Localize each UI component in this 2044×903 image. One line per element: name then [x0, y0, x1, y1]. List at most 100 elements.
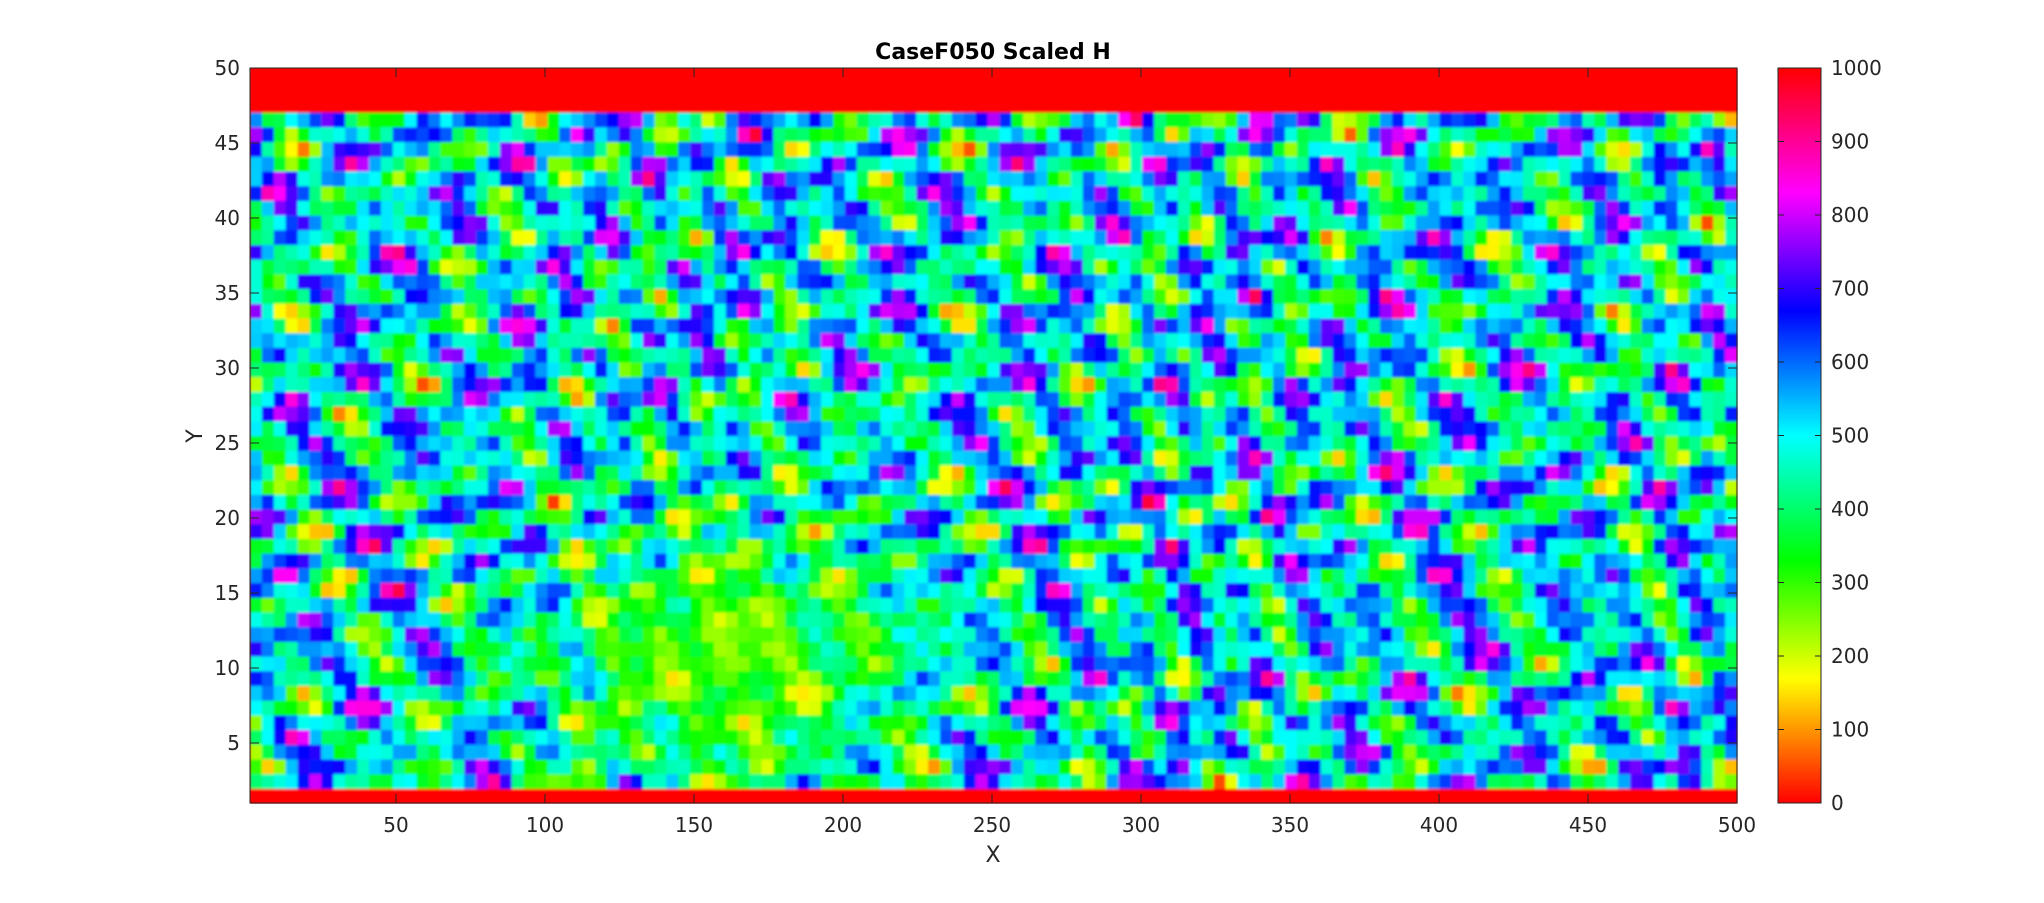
heatmap-cell	[606, 288, 620, 304]
heatmap-cell	[487, 700, 501, 716]
heatmap-cell	[1475, 464, 1488, 481]
heatmap-cell	[1534, 597, 1548, 613]
heatmap-cell	[963, 303, 977, 319]
heatmap-cell	[1713, 714, 1726, 731]
heatmap-cell	[666, 259, 679, 275]
heatmap-cell	[880, 288, 893, 304]
heatmap-cell	[404, 273, 418, 290]
heatmap-cell	[1629, 464, 1643, 481]
heatmap-cell	[380, 303, 394, 319]
heatmap-cell	[928, 744, 941, 760]
heatmap-cell	[1130, 406, 1143, 422]
heatmap-cell	[1606, 273, 1619, 290]
heatmap-cell	[309, 773, 322, 789]
heatmap-cell	[1439, 288, 1453, 304]
heatmap-cell	[1487, 700, 1500, 716]
heatmap-cell	[856, 347, 870, 363]
heatmap-cell	[1510, 641, 1524, 657]
heatmap-cell	[1570, 538, 1583, 554]
heatmap-cell	[666, 288, 679, 304]
heatmap-cell	[535, 538, 548, 554]
heatmap-cell	[1273, 611, 1286, 628]
heatmap-cell	[1070, 509, 1084, 525]
heatmap-cell	[1415, 685, 1429, 701]
heatmap-cell	[1332, 523, 1346, 539]
heatmap-cell	[1522, 773, 1536, 789]
heatmap-cell	[1618, 347, 1631, 363]
heatmap-cell	[737, 611, 751, 628]
heatmap-cell	[1689, 714, 1702, 731]
heatmap-cell	[785, 685, 798, 701]
heatmap-cell	[1082, 744, 1096, 760]
heatmap-cell	[832, 582, 846, 598]
heatmap-cell	[357, 494, 370, 510]
heatmap-cell	[1546, 700, 1560, 716]
heatmap-cell	[1380, 685, 1393, 701]
heatmap-cell	[1332, 435, 1346, 451]
heatmap-cell	[1463, 317, 1476, 334]
heatmap-cell	[535, 391, 548, 407]
heatmap-cell	[832, 494, 846, 510]
heatmap-cell	[821, 714, 834, 731]
heatmap-cell	[1451, 626, 1464, 642]
heatmap-cell	[416, 626, 430, 642]
heatmap-cell	[261, 435, 275, 451]
heatmap-cell	[1296, 641, 1310, 657]
heatmap-cell	[904, 288, 917, 304]
heatmap-cell	[1368, 509, 1381, 525]
heatmap-cell	[392, 215, 406, 231]
heatmap-cell	[487, 729, 501, 745]
heatmap-cell	[690, 494, 703, 510]
heatmap-cell	[1356, 538, 1369, 554]
heatmap-cell	[1142, 303, 1155, 319]
heatmap-cell	[1534, 685, 1548, 701]
heatmap-cell	[1356, 611, 1369, 628]
heatmap-cell	[345, 259, 358, 275]
heatmap-cell	[606, 259, 620, 275]
heatmap-cell	[1439, 229, 1453, 245]
heatmap-cell	[583, 259, 596, 275]
heatmap-cell	[1094, 244, 1108, 260]
heatmap-cell	[583, 215, 596, 231]
heatmap-cell	[499, 641, 513, 657]
heatmap-cell	[1296, 332, 1310, 348]
heatmap-cell	[1213, 523, 1227, 539]
heatmap-cell	[1582, 523, 1595, 539]
heatmap-cell	[797, 744, 810, 760]
heatmap-cell	[1011, 788, 1024, 804]
heatmap-cell	[464, 273, 477, 290]
heatmap-cell	[999, 582, 1012, 598]
heatmap-cell	[1713, 391, 1726, 407]
heatmap-cell	[1320, 641, 1334, 657]
heatmap-cell	[1665, 553, 1679, 569]
heatmap-cell	[273, 700, 287, 716]
heatmap-cell	[904, 317, 917, 334]
heatmap-cell	[1594, 685, 1607, 701]
heatmap-cell	[1058, 729, 1072, 745]
heatmap-cell	[404, 700, 418, 716]
heatmap-cell	[1487, 582, 1500, 598]
heatmap-cell	[1380, 273, 1393, 290]
heatmap-cell	[511, 582, 525, 598]
heatmap-cell	[916, 758, 929, 775]
heatmap-cell	[1380, 626, 1393, 642]
heatmap-cell	[1582, 729, 1595, 745]
heatmap-cell	[1225, 229, 1238, 245]
heatmap-cell	[928, 714, 941, 731]
heatmap-cell	[975, 611, 989, 628]
heatmap-cell	[321, 641, 334, 657]
heatmap-cell	[928, 758, 941, 775]
heatmap-cell	[1451, 479, 1464, 495]
heatmap-cell	[1522, 597, 1536, 613]
heatmap-cell	[987, 406, 1001, 422]
heatmap-cell	[523, 317, 537, 334]
heatmap-cell	[1284, 406, 1298, 422]
heatmap-cell	[1130, 259, 1143, 275]
heatmap-cell	[1237, 597, 1250, 613]
heatmap-cell	[511, 332, 525, 348]
heatmap-cell	[1154, 376, 1167, 392]
heatmap-cell	[666, 391, 679, 407]
heatmap-cell	[1225, 538, 1238, 554]
heatmap-cell	[1237, 288, 1250, 304]
heatmap-cell	[440, 729, 453, 745]
